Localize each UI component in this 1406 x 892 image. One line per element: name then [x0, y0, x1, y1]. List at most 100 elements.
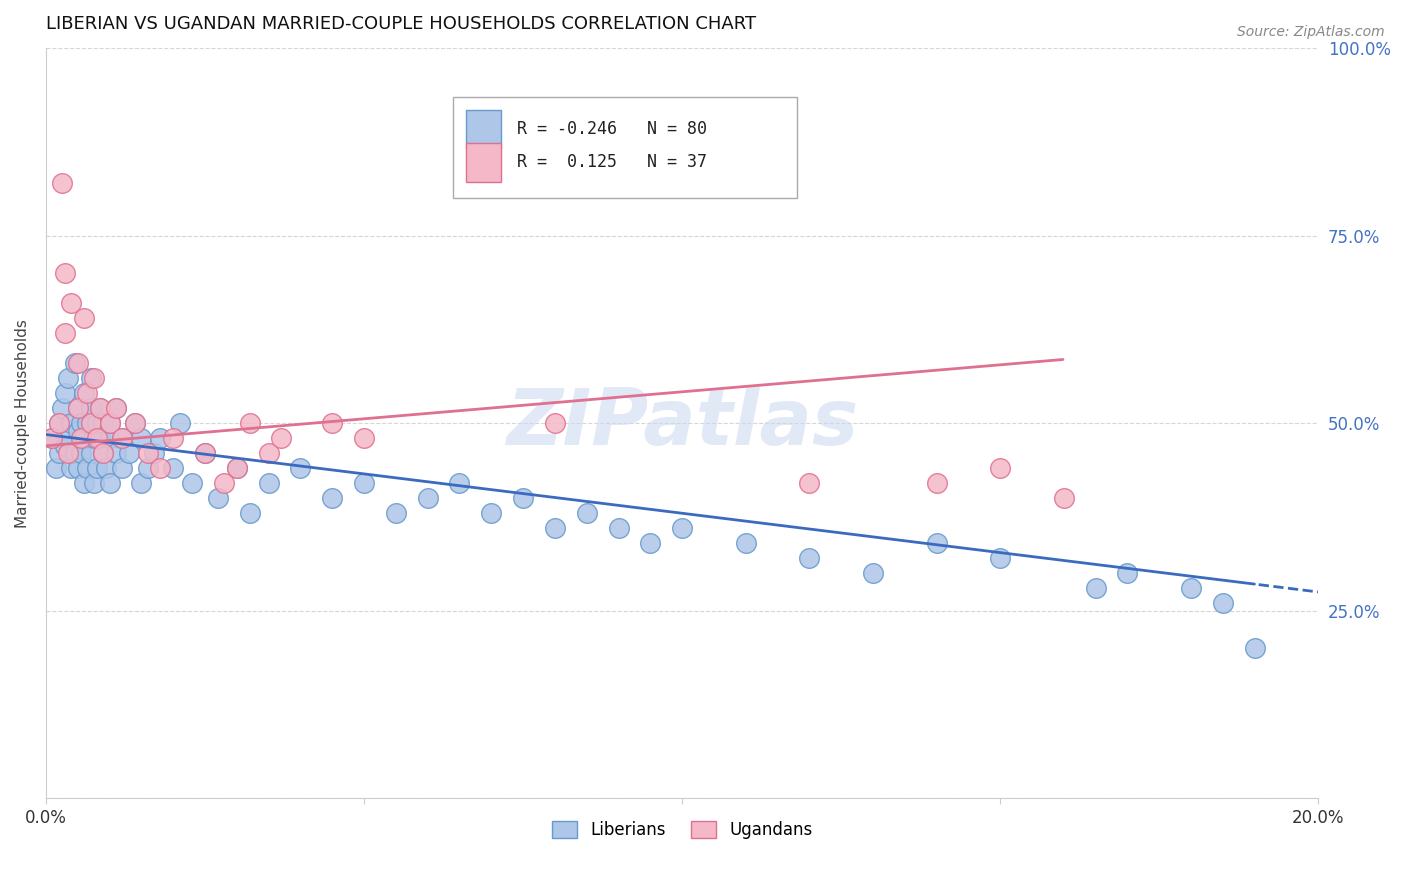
- Point: [479, 506, 502, 520]
- Point: [207, 491, 229, 506]
- Point: [607, 521, 630, 535]
- Point: [353, 431, 375, 445]
- FancyBboxPatch shape: [453, 97, 797, 198]
- Point: [149, 431, 172, 445]
- Point: [44, 461, 66, 475]
- Bar: [465, 110, 502, 149]
- Point: [799, 551, 821, 566]
- Point: [1180, 581, 1202, 595]
- Point: [671, 521, 693, 535]
- Point: [86, 431, 108, 445]
- Point: [60, 296, 83, 310]
- Point: [321, 417, 343, 431]
- Point: [225, 461, 247, 475]
- Point: [124, 417, 146, 431]
- Point: [734, 536, 756, 550]
- Point: [89, 431, 111, 445]
- Point: [83, 371, 105, 385]
- Point: [58, 446, 80, 460]
- Point: [73, 386, 96, 401]
- Point: [86, 461, 108, 475]
- Point: [270, 431, 292, 445]
- Text: R =  0.125   N = 37: R = 0.125 N = 37: [517, 153, 707, 171]
- Point: [86, 417, 108, 431]
- Bar: [465, 143, 502, 182]
- Point: [48, 446, 70, 460]
- Point: [136, 461, 159, 475]
- Point: [58, 431, 80, 445]
- Point: [1053, 491, 1076, 506]
- Point: [544, 521, 567, 535]
- Point: [79, 446, 101, 460]
- Point: [63, 356, 86, 370]
- Text: LIBERIAN VS UGANDAN MARRIED-COUPLE HOUSEHOLDS CORRELATION CHART: LIBERIAN VS UGANDAN MARRIED-COUPLE HOUSE…: [46, 15, 756, 33]
- Point: [96, 461, 118, 475]
- Point: [925, 536, 948, 550]
- Point: [862, 566, 884, 581]
- Point: [136, 446, 159, 460]
- Point: [104, 446, 127, 460]
- Point: [111, 431, 134, 445]
- Point: [385, 506, 408, 520]
- Point: [353, 476, 375, 491]
- Point: [416, 491, 439, 506]
- Point: [91, 446, 114, 460]
- Point: [194, 446, 217, 460]
- Text: ZIPatlas: ZIPatlas: [506, 385, 858, 461]
- Point: [124, 417, 146, 431]
- Point: [162, 431, 184, 445]
- Point: [290, 461, 312, 475]
- Point: [66, 401, 89, 416]
- Point: [225, 461, 247, 475]
- Y-axis label: Married-couple Households: Married-couple Households: [15, 318, 30, 528]
- Point: [111, 461, 134, 475]
- Point: [98, 431, 121, 445]
- Point: [41, 431, 63, 445]
- Point: [60, 417, 83, 431]
- Point: [131, 431, 153, 445]
- Point: [640, 536, 662, 550]
- Point: [238, 417, 260, 431]
- Point: [89, 401, 111, 416]
- Point: [1116, 566, 1139, 581]
- Point: [575, 506, 598, 520]
- Point: [83, 476, 105, 491]
- Point: [70, 417, 93, 431]
- Point: [70, 446, 93, 460]
- Point: [98, 476, 121, 491]
- Point: [143, 446, 166, 460]
- Point: [169, 417, 191, 431]
- Point: [83, 431, 105, 445]
- Point: [91, 446, 114, 460]
- Point: [76, 386, 98, 401]
- Point: [1084, 581, 1107, 595]
- Point: [799, 476, 821, 491]
- Point: [257, 446, 280, 460]
- Legend: Liberians, Ugandans: Liberians, Ugandans: [546, 814, 820, 846]
- Point: [104, 401, 127, 416]
- Point: [66, 461, 89, 475]
- Point: [76, 417, 98, 431]
- Point: [53, 266, 76, 280]
- Point: [41, 431, 63, 445]
- Point: [212, 476, 235, 491]
- Point: [544, 417, 567, 431]
- Point: [925, 476, 948, 491]
- Point: [53, 386, 76, 401]
- Point: [73, 431, 96, 445]
- Point: [53, 439, 76, 453]
- Point: [70, 431, 93, 445]
- Text: R = -0.246   N = 80: R = -0.246 N = 80: [517, 120, 707, 138]
- Point: [51, 177, 73, 191]
- Point: [257, 476, 280, 491]
- Point: [79, 371, 101, 385]
- Point: [73, 476, 96, 491]
- Point: [988, 551, 1011, 566]
- Point: [73, 311, 96, 326]
- Point: [60, 461, 83, 475]
- Point: [66, 356, 89, 370]
- Point: [79, 401, 101, 416]
- Point: [98, 417, 121, 431]
- Point: [1243, 641, 1265, 656]
- Text: Source: ZipAtlas.com: Source: ZipAtlas.com: [1237, 25, 1385, 39]
